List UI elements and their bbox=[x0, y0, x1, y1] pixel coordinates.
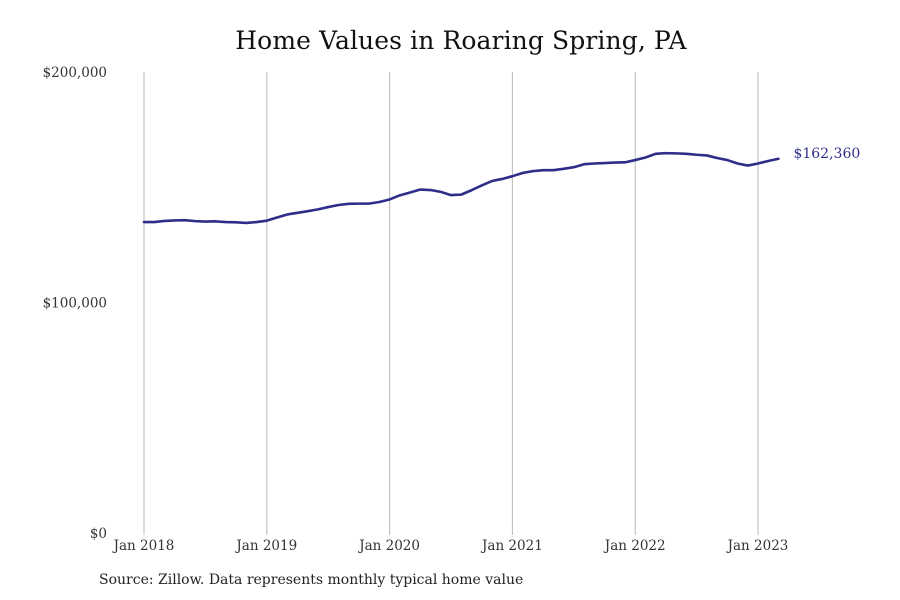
x-tick-label: Jan 2021 bbox=[480, 538, 543, 554]
series-layer bbox=[142, 151, 780, 225]
end-value-label: $162,360 bbox=[793, 146, 860, 162]
chart-title: Home Values in Roaring Spring, PA bbox=[235, 26, 687, 55]
x-tick-label: Jan 2018 bbox=[112, 538, 175, 554]
gridlines bbox=[143, 72, 759, 535]
x-tick-label: Jan 2019 bbox=[234, 538, 297, 554]
x-tick-label: Jan 2022 bbox=[603, 538, 666, 554]
x-axis-tick-labels: Jan 2018 Jan 2019 Jan 2020 Jan 2021 Jan 2022… bbox=[112, 538, 789, 554]
y-tick-label: $0 bbox=[90, 526, 107, 542]
y-axis-tick-labels: $0 $100,000 $200,000 bbox=[43, 65, 107, 542]
source-note: Source: Zillow. Data represents monthly … bbox=[99, 572, 524, 588]
x-tick-label: Jan 2020 bbox=[357, 538, 420, 554]
y-tick-label: $100,000 bbox=[43, 296, 107, 312]
x-tick-label: Jan 2023 bbox=[726, 538, 789, 554]
home-value-line bbox=[142, 151, 780, 225]
end-label-layer: $162,360 bbox=[793, 146, 860, 162]
y-tick-label: $200,000 bbox=[43, 65, 107, 81]
